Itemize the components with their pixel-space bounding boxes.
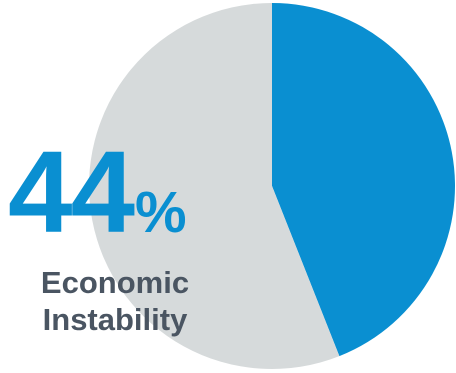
percentage-unit: % xyxy=(135,180,187,245)
caption-line-1: Economic xyxy=(40,265,190,300)
percentage-callout: 44% xyxy=(8,134,187,250)
slice-caption: Economic Instability xyxy=(20,264,210,338)
pie-slice-0 xyxy=(272,2,456,357)
pie-slice-1 xyxy=(89,3,340,369)
caption-line-2: Instability xyxy=(42,302,188,337)
percentage-value: 44 xyxy=(8,127,135,257)
